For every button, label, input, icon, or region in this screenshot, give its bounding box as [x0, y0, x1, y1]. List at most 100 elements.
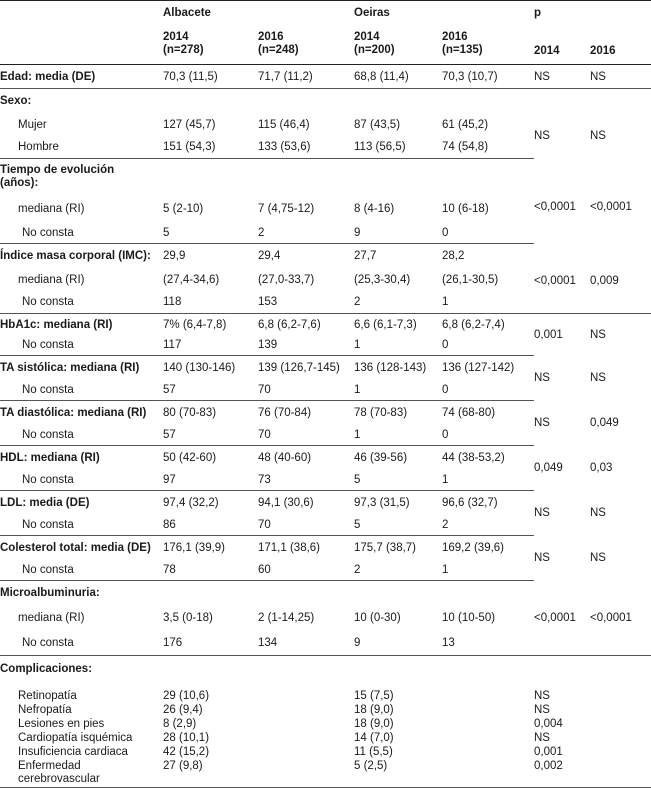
cell: 68,8 (11,4): [354, 64, 442, 89]
row-label: TA diastólica: mediana (RI): [0, 406, 147, 419]
cell: 74 (54,8): [442, 136, 534, 159]
cell: 0,049: [590, 417, 619, 429]
cell: 169,2 (39,6): [442, 541, 505, 554]
cell: NS: [590, 372, 606, 384]
cell: 0,001: [534, 328, 563, 341]
cell: 29,4: [258, 249, 281, 262]
cell: 29,9: [163, 249, 186, 262]
cell: 57: [163, 424, 258, 446]
cell: 94,1 (30,6): [258, 496, 314, 509]
cell: 57: [163, 379, 258, 401]
cell: 1: [354, 335, 442, 356]
cell: 118: [163, 291, 258, 314]
table-row: Edad: media (DE) 70,3 (11,5) 71,7 (11,2)…: [0, 64, 651, 89]
table-row: TA diastólica: mediana (RI) 80 (70-83) 7…: [0, 401, 651, 429]
cell: 136 (127-142): [442, 361, 515, 374]
table-row: mediana (RI) 5 (2-10) 7 (4,75-12) 8 (4-1…: [0, 195, 651, 223]
table-row: Cardiopatía isquémica 28 (10,1) 14 (7,0)…: [0, 732, 651, 746]
table-row: No consta 57 70 1 0: [0, 424, 651, 446]
table-row: Hombre 151 (54,3) 133 (53,6) 113 (56,5) …: [0, 136, 651, 159]
header-albacete: Albacete: [163, 0, 258, 25]
cell: (25,3-30,4): [354, 273, 411, 286]
cell: 0,03: [590, 462, 613, 474]
table-row: HbA1c: mediana (RI) 7% (6,4-7,8) 6,8 (6,…: [0, 314, 651, 341]
cell: 78 (70-83): [354, 406, 408, 419]
cell: 0,002: [534, 759, 590, 788]
cell: 5: [354, 514, 442, 536]
cell: 15 (7,5): [354, 690, 394, 702]
header-oeiras: Oeiras: [354, 0, 442, 25]
cell: <0,0001: [534, 200, 576, 213]
table-row: Lesiones en pies 8 (2,9) 18 (9,0) 0,004: [0, 718, 651, 732]
cell: 176: [163, 631, 258, 656]
cell: 71,7 (11,2): [258, 64, 354, 89]
table-row: TA sistólica: mediana (RI) 140 (130-146)…: [0, 356, 651, 384]
cell: 86: [163, 514, 258, 536]
cell: 50 (42-60): [163, 451, 217, 464]
row-label: Tiempo de evolución (años):: [0, 163, 115, 189]
table-row: LDL: media (DE) 97,4 (32,2) 94,1 (30,6) …: [0, 491, 651, 519]
cell: NS: [590, 507, 606, 519]
cell: 115 (46,4): [258, 118, 310, 131]
cell: <0,0001: [534, 612, 576, 624]
cell: 5: [354, 469, 442, 491]
table-row: No consta 117 139 1 0: [0, 335, 651, 356]
cell: 1: [442, 559, 534, 581]
table-row: Retinopatía 29 (10,6) 15 (7,5) NS: [0, 690, 651, 704]
row-label: Nefropatía: [18, 704, 72, 716]
cell: NS: [590, 552, 606, 564]
row-label: Microalbuminuria:: [0, 586, 100, 599]
cell: 29 (10,6): [163, 690, 210, 702]
header-p-2014: 2014: [534, 24, 590, 65]
row-label: Mujer: [18, 118, 47, 131]
cell: 28 (10,1): [163, 732, 210, 744]
cell: 70,3 (11,5): [163, 64, 258, 89]
cell: NS: [590, 64, 651, 89]
cell: 8 (2,9): [163, 718, 197, 730]
cell: 2: [354, 559, 442, 581]
header-oei-2016: 2016 (n=135): [442, 24, 534, 65]
cell: 153: [258, 291, 354, 314]
table-row: Colesterol total: media (DE) 176,1 (39,9…: [0, 536, 651, 564]
row-label: Índice masa corporal (IMC):: [0, 249, 151, 262]
table-row: No consta 176 134 9 13: [0, 631, 651, 656]
cell: 70,3 (10,7): [442, 64, 534, 89]
cell: NS: [534, 704, 550, 716]
cell: 27,7: [354, 249, 377, 262]
cell: 2: [442, 514, 534, 536]
row-label: HbA1c: mediana (RI): [0, 318, 113, 331]
row-label: Insuficiencia cardiaca: [18, 746, 128, 758]
cell: NS: [590, 328, 606, 341]
table-row: Insuficiencia cardiaca 42 (15,2) 11 (5,5…: [0, 746, 651, 760]
cell: 87 (43,5): [354, 118, 401, 131]
header-alb-2014: 2014 (n=278): [163, 24, 258, 65]
cell: (26,1-30,5): [442, 273, 499, 286]
row-label: No consta: [0, 514, 163, 536]
cell: (27,0-33,7): [258, 273, 315, 286]
table-row: No consta 5 2 9 0: [0, 222, 651, 244]
cell: 117: [163, 335, 258, 356]
cell: 140 (130-146): [163, 361, 236, 374]
cell: 0: [442, 379, 534, 401]
cell: 0: [442, 222, 534, 244]
cell: 9: [354, 222, 442, 244]
row-label: mediana (RI): [18, 202, 85, 215]
table-row: Mujer 127 (45,7) 115 (46,4) 87 (43,5) 61…: [0, 113, 651, 142]
cell: 133 (53,6): [258, 136, 354, 159]
cell: 1: [354, 379, 442, 401]
cell: 2: [354, 291, 442, 314]
row-label: Retinopatía: [18, 690, 77, 702]
header-alb-2016: 2016 (n=248): [258, 24, 354, 65]
cell: 13: [442, 631, 534, 656]
cell: 61 (45,2): [442, 118, 489, 131]
cell: 70: [258, 379, 354, 401]
cell: 3,5 (0-18): [163, 612, 213, 624]
cell: NS: [534, 552, 550, 564]
row-label: Complicaciones:: [0, 662, 93, 675]
cell: 175,7 (38,7): [354, 541, 417, 554]
table-row: Nefropatía 26 (9,4) 18 (9,0) NS: [0, 704, 651, 718]
row-label: No consta: [0, 335, 163, 356]
cell: <0,0001: [590, 612, 632, 624]
table-row: Índice masa corporal (IMC): 29,9 29,4 27…: [0, 244, 651, 287]
